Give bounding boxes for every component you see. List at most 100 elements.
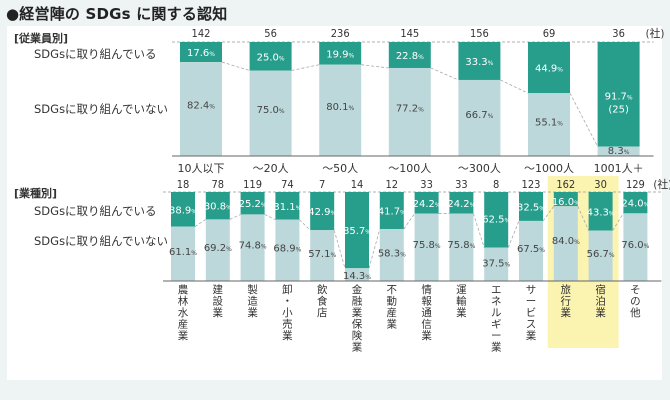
bar-engaged [249,42,292,71]
count-label: 123 [522,178,541,191]
category-label-char: 業 [491,341,502,354]
connector-line [333,230,346,269]
connector-line [473,213,485,248]
category-label-char: ー [491,330,502,342]
category-label-char: 情 [421,283,432,296]
category-label-char: 売 [282,318,293,331]
bar-engaged [623,192,648,214]
percent-label-not-engaged: 74.8% [239,240,267,251]
percent-label-not-engaged: 66.7% [465,110,493,121]
percent-label-engaged: 24.2% [447,199,475,210]
category-label-char: 輸 [456,295,467,308]
category-label-char: 業 [595,306,606,319]
category-label-char: ビ [526,307,537,319]
category-label-char: 保 [352,318,363,331]
category-label-char: そ [630,284,641,296]
category-label-char: 林 [178,295,189,308]
connector-line [229,214,241,220]
percent-label-engaged: 85.7% [343,226,371,237]
count-label: 69 [543,27,556,40]
category-label-char: ル [491,307,502,319]
percent-label-not-engaged: 67.5% [517,244,545,255]
category-label-char: 建 [213,283,224,296]
category-label-char: サ [526,284,537,296]
percent-label-not-engaged: 58.3% [378,248,406,259]
category-label: 〜300人 [458,162,501,175]
bar-engaged [519,192,543,221]
connector-line [361,64,389,69]
category-label-char: ギ [491,319,502,331]
category-label: 〜50人 [322,162,358,175]
percent-label-not-engaged: 8.3% [608,146,630,157]
category-label-char: 険 [352,330,363,342]
percent-label-engaged: 38.9% [169,205,197,216]
connector-line [577,206,589,231]
chart-title: ●経営陣の SDGs に関する認知 [6,5,228,23]
bar-engaged [379,192,404,230]
category-label-char: 業 [526,329,537,342]
category-label-char: 宿 [595,283,606,296]
count-label: 33 [420,178,433,191]
percent-label-not-engaged: 76.0% [621,240,649,251]
category-label-char: 産 [387,306,398,319]
count-label: 12 [386,178,399,191]
category-label-char: 通 [421,307,432,319]
category-label-char: 行 [561,295,572,308]
count-label: 7 [319,178,325,191]
bar-engaged [588,192,613,231]
percent-label-engaged: 25.2% [239,199,267,210]
percent-label-engaged: 19.9% [326,49,354,60]
percent-label-engaged: 41.7% [378,207,406,218]
percent-label-not-engaged: 77.2% [396,104,424,115]
category-label-char: 農 [178,283,189,296]
percent-label-not-engaged: 56.7% [587,249,615,260]
category-label-char: 信 [421,319,432,331]
category-label-char: ス [526,319,537,331]
category-label-char: 業 [352,341,363,354]
percent-label-engaged: 31.1% [273,202,301,213]
category-label-char: 小 [282,307,293,319]
bar-not-engaged [484,247,509,281]
bar-engaged [553,192,578,207]
category-label-char: 産 [178,318,189,331]
percent-label-not-engaged: 75.8% [413,240,441,251]
connector-line [430,67,459,81]
percent-label-engaged: 43.3% [587,207,615,218]
category-label-char: 食 [317,295,328,308]
bar-not-engaged [310,230,335,281]
bar-not-engaged [319,64,362,156]
bar-engaged [345,192,369,269]
bar-engaged [205,192,230,220]
bar-engaged [449,192,474,214]
bar-not-engaged [345,268,369,281]
percent-label-not-engaged: 61.1% [169,247,197,258]
percent-label-engaged: 62.5% [482,215,510,226]
percent-label-not-engaged: 84.0% [552,236,580,247]
bar-not-engaged [528,93,570,156]
count-label: 56 [264,27,277,40]
connector-line [221,61,250,71]
category-label-char: 水 [178,307,189,319]
connector-line [403,213,415,230]
bar-not-engaged [553,206,578,281]
connector-line [299,219,311,231]
category-label: 10人以下 [178,162,225,175]
category-label-char: 飲 [317,283,328,296]
bar-engaged [597,42,640,147]
category-label-char: 業 [352,306,363,319]
percent-label-not-engaged: 57.1% [308,249,336,260]
category-label-char: 旅 [561,283,572,296]
percent-label-engaged: 33.3% [465,57,493,68]
category-label-char: 業 [421,329,432,342]
bar-not-engaged [240,214,265,281]
connector-line [500,79,529,94]
category-label-char: エ [491,284,502,296]
category-label-char: 設 [213,295,224,308]
bar-engaged [240,192,265,215]
section-label: [業種別] [14,186,57,200]
connector-line [569,93,598,147]
connector-line [264,214,276,221]
category-label: 〜20人 [253,162,289,175]
connector-line [194,219,207,227]
bar-engaged [458,42,501,80]
